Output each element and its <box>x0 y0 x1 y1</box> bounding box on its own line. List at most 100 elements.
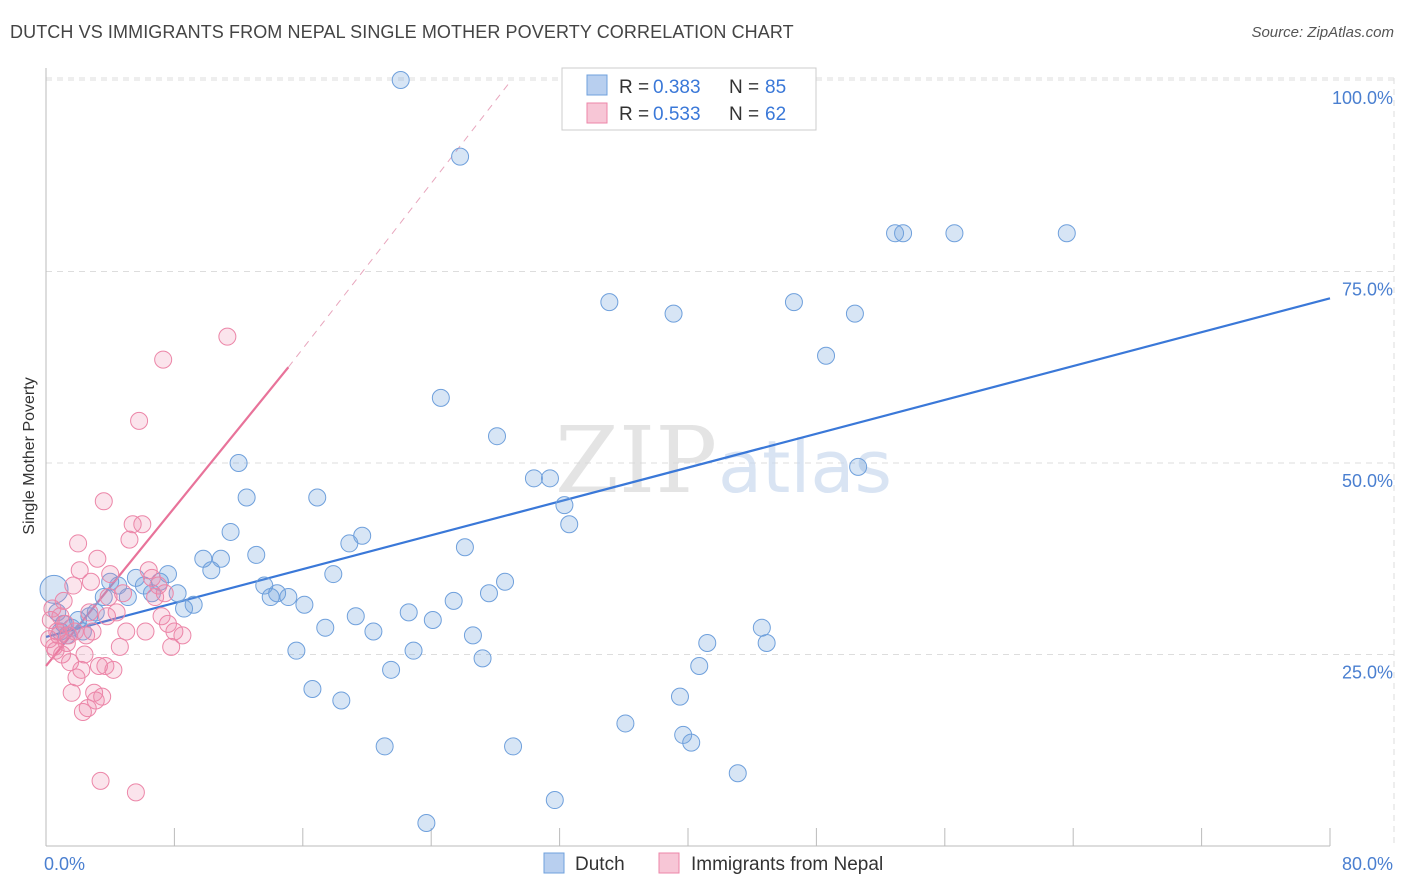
nepal-point-30 <box>88 549 107 568</box>
dutch-point-63 <box>545 791 564 810</box>
nepal-point-47 <box>130 411 149 430</box>
dutch-point-56 <box>473 649 492 668</box>
dutch-point-68 <box>616 714 635 733</box>
legend: R = 0.383 N = 85 R = 0.533 N = 62 <box>561 67 817 131</box>
trend-line-1 <box>45 366 290 667</box>
dutch-point-10 <box>94 588 113 607</box>
nepal-point-46 <box>126 783 145 802</box>
dutch-point-49 <box>417 814 436 833</box>
dutch-point-70 <box>664 304 683 323</box>
nepal-point-43 <box>117 622 136 641</box>
axes <box>45 68 1331 847</box>
nepal-point-39 <box>104 660 123 679</box>
legend-swatch-dutch <box>586 74 608 96</box>
nepal-point-44 <box>120 530 139 549</box>
dutch-point-75 <box>698 634 717 653</box>
data-points <box>39 71 1076 833</box>
dutch-point-84 <box>894 224 913 243</box>
dutch-point-35 <box>303 679 322 698</box>
dutch-point-61 <box>524 469 543 488</box>
nepal-point-34 <box>94 492 113 511</box>
trend-line-0 <box>45 297 1331 638</box>
nepal-point-51 <box>142 568 161 587</box>
dutch-point-0 <box>39 574 69 604</box>
dutch-point-32 <box>279 588 298 607</box>
nepal-point-20 <box>72 660 91 679</box>
nepal-point-49 <box>136 622 155 641</box>
legend-n-nepal: 62 <box>765 104 786 125</box>
dutch-point-19 <box>168 584 187 603</box>
dutch-point-48 <box>404 641 423 660</box>
nepal-point-48 <box>133 515 152 534</box>
dutch-point-73 <box>682 733 701 752</box>
dutch-point-78 <box>757 634 776 653</box>
nepal-point-14 <box>62 683 81 702</box>
dutch-point-38 <box>324 565 343 584</box>
dutch-point-37 <box>316 618 335 637</box>
dutch-point-74 <box>690 656 709 675</box>
nepal-point-1 <box>41 611 60 630</box>
dutch-point-46 <box>391 71 410 89</box>
nepal-point-26 <box>81 572 100 591</box>
dutch-point-86 <box>1057 224 1076 243</box>
dutch-point-25 <box>221 522 240 541</box>
nepal-point-9 <box>54 591 73 610</box>
watermark-zip: ZIP <box>555 407 717 514</box>
dutch-point-33 <box>287 641 306 660</box>
dutch-point-60 <box>504 737 523 756</box>
dutch-point-34 <box>295 595 314 614</box>
nepal-point-52 <box>146 588 165 607</box>
dutch-point-50 <box>423 611 442 630</box>
legend-n-dutch: 85 <box>765 77 786 98</box>
y-tick-label-2: 75.0% <box>1342 280 1393 300</box>
dutch-point-79 <box>784 293 803 312</box>
nepal-point-40 <box>107 603 126 622</box>
legend-r-dutch: 0.383 <box>653 77 701 98</box>
bottom-legend-label-dutch: Dutch <box>575 854 625 875</box>
bottom-legend: Dutch Immigrants from Nepal <box>543 852 883 875</box>
nepal-point-54 <box>152 607 171 626</box>
dutch-point-85 <box>945 224 964 243</box>
dutch-point-27 <box>237 488 256 507</box>
nepal-point-18 <box>69 534 88 553</box>
dutch-point-54 <box>455 538 474 557</box>
nepal-point-27 <box>83 622 102 641</box>
dutch-point-71 <box>670 687 689 706</box>
nepal-point-22 <box>75 645 94 664</box>
dutch-point-9 <box>86 603 105 622</box>
nepal-point-55 <box>155 584 174 603</box>
nepal-point-38 <box>101 565 120 584</box>
dutch-point-64 <box>555 496 574 515</box>
dutch-point-81 <box>845 304 864 323</box>
y-tick-label-0: 25.0% <box>1342 663 1393 683</box>
dutch-point-36 <box>308 488 327 507</box>
chart-title: DUTCH VS IMMIGRANTS FROM NEPAL SINGLE MO… <box>10 22 794 42</box>
dutch-point-41 <box>346 607 365 626</box>
dutch-point-62 <box>540 469 559 488</box>
dutch-point-82 <box>849 457 868 476</box>
nepal-point-25 <box>80 603 99 622</box>
dutch-point-43 <box>364 622 383 641</box>
legend-r-label-nepal: R = <box>619 104 649 125</box>
nepal-point-33 <box>93 687 112 706</box>
dutch-point-21 <box>184 595 203 614</box>
nepal-point-61 <box>218 327 237 346</box>
nepal-point-32 <box>91 771 110 790</box>
dutch-point-52 <box>444 591 463 610</box>
dutch-point-39 <box>332 691 351 710</box>
nepal-point-41 <box>110 637 129 656</box>
dutch-point-55 <box>463 626 482 645</box>
nepal-point-31 <box>89 656 108 675</box>
legend-n-label-nepal: N = <box>729 104 759 125</box>
nepal-point-57 <box>162 637 181 656</box>
dutch-point-24 <box>211 549 230 568</box>
source-label: Source: ZipAtlas.com <box>1251 24 1394 41</box>
y-tick-label-1: 50.0% <box>1342 471 1393 491</box>
legend-n-label-dutch: N = <box>729 77 759 98</box>
nepal-point-59 <box>173 626 192 645</box>
dutch-point-77 <box>752 618 771 637</box>
nepal-point-36 <box>97 607 116 626</box>
dutch-point-28 <box>247 545 266 564</box>
y-axis-title: Single Mother Poverty <box>21 377 38 534</box>
